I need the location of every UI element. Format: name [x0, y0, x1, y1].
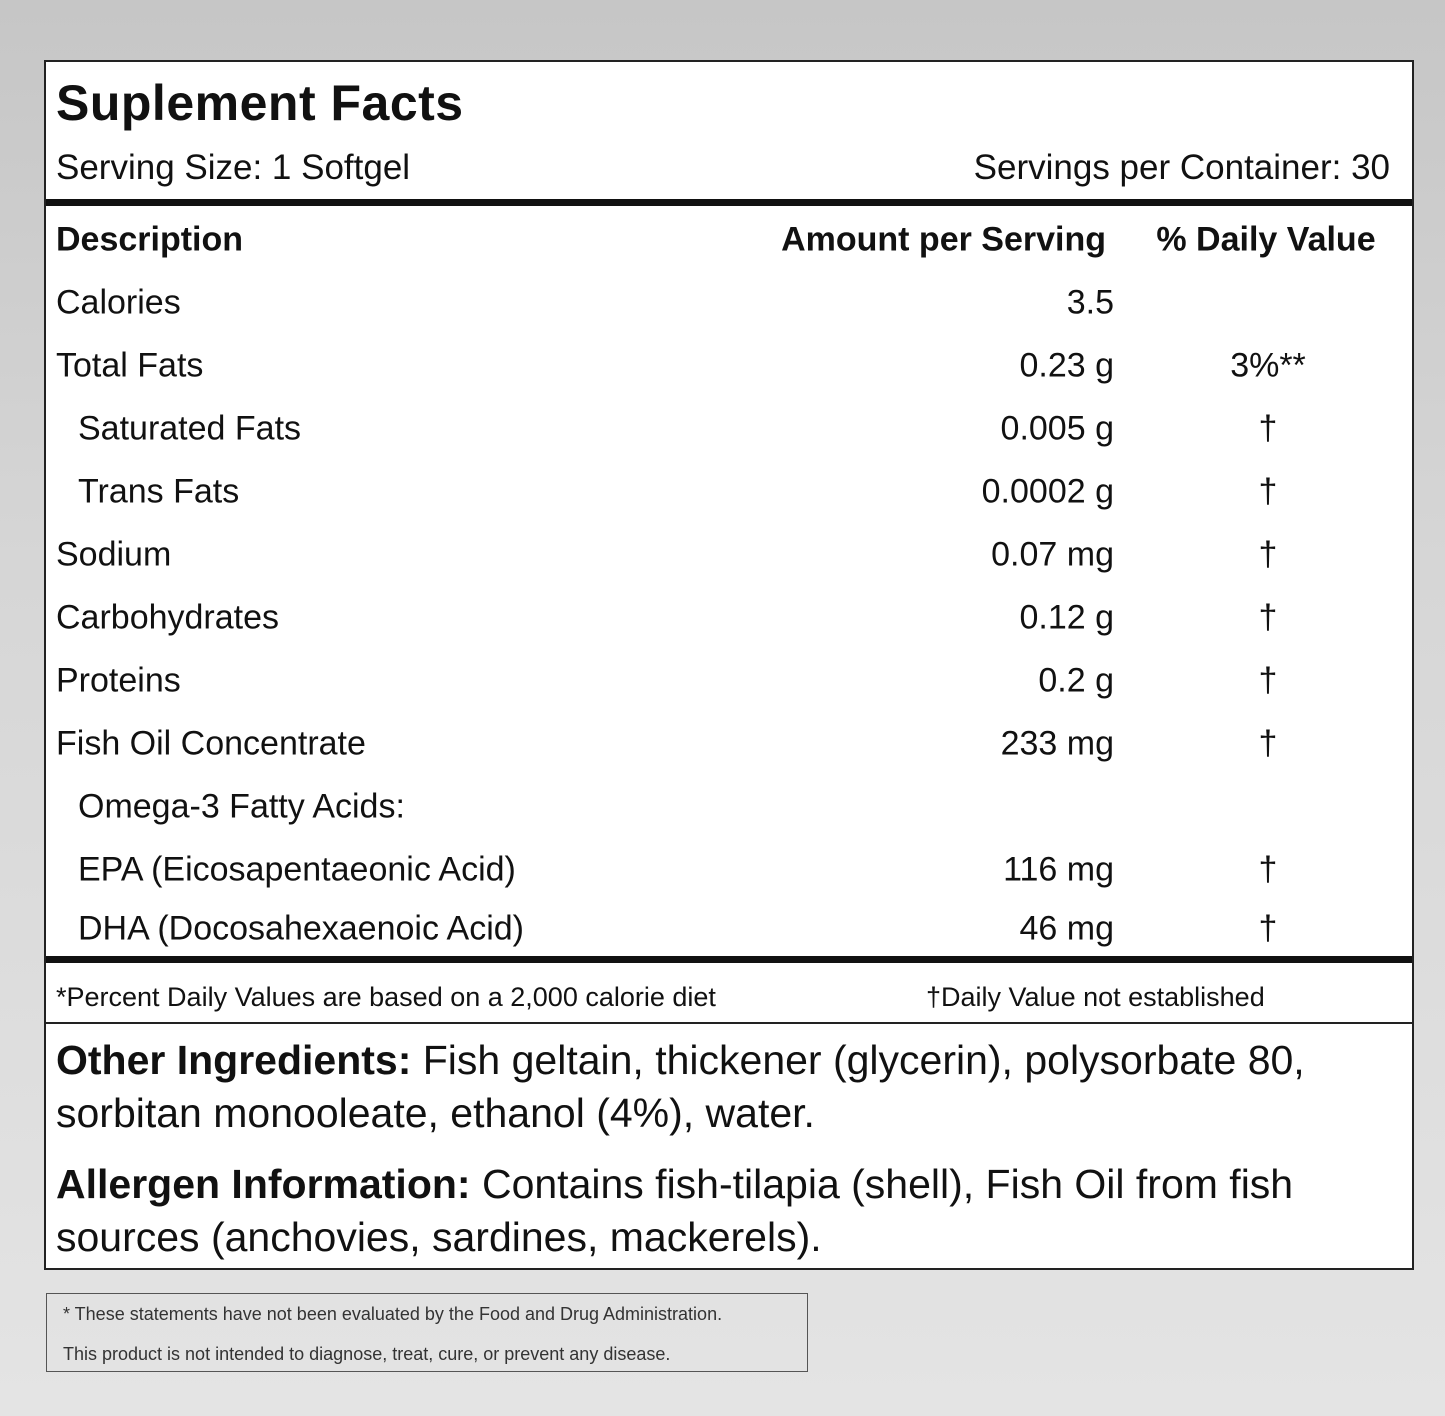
nutrient-daily-value: †: [1258, 409, 1278, 447]
nutrient-amount: 116 mg: [1003, 850, 1114, 888]
table-row: Fish Oil Concentrate 233 mg †: [46, 712, 1412, 775]
nutrient-amount: 0.0002 g: [981, 472, 1114, 510]
serving-size: Serving Size: 1 Softgel: [56, 148, 411, 187]
nutrient-name: DHA (Docosahexaenoic Acid): [78, 909, 525, 948]
nutrient-name: Calories: [56, 283, 181, 321]
table-row: Sodium 0.07 mg †: [46, 523, 1412, 586]
divider-thin: [46, 1022, 1412, 1024]
table-row: EPA (Eicosapentaeonic Acid) 116 mg †: [46, 838, 1412, 901]
fda-disclaimer: * These statements have not been evaluat…: [46, 1293, 808, 1372]
nutrient-amount: 3.5: [1066, 283, 1114, 321]
nutrient-daily-value: †: [1258, 661, 1278, 699]
label-title: Suplement Facts: [56, 75, 464, 131]
nutrient-name: Omega-3 Fatty Acids:: [78, 787, 405, 825]
column-amount: Amount per Serving: [781, 220, 1106, 258]
nutrient-daily-value: 3%**: [1230, 346, 1306, 384]
column-description: Description: [56, 220, 244, 258]
table-row: Trans Fats 0.0002 g †: [46, 460, 1412, 523]
nutrient-daily-value: †: [1258, 909, 1278, 948]
nutrient-daily-value: †: [1258, 472, 1278, 510]
nutrient-amount: 0.2 g: [1038, 661, 1114, 699]
allergen-information: Allergen Information: Contains fish-tila…: [56, 1158, 1352, 1264]
nutrient-name: Proteins: [56, 661, 181, 699]
nutrient-amount: 46 mg: [1019, 909, 1115, 948]
allergen-text: Contains fish-tilapia (shell), Fish Oil …: [56, 1161, 1294, 1260]
table-row: Omega-3 Fatty Acids:: [46, 775, 1412, 838]
table-header: Description Amount per Serving % Daily V…: [46, 208, 1412, 271]
nutrient-daily-value: †: [1258, 598, 1278, 636]
nutrient-name: Carbohydrates: [56, 598, 280, 636]
nutrient-amount: 233 mg: [1000, 724, 1114, 762]
disclaimer-line: This product is not intended to diagnose…: [63, 1344, 671, 1364]
table-row: DHA (Docosahexaenoic Acid) 46 mg †: [46, 901, 1412, 957]
servings-per-container: Servings per Container: 30: [973, 148, 1390, 187]
allergen-label: Allergen Information:: [56, 1161, 471, 1207]
table-row: Proteins 0.2 g †: [46, 649, 1412, 712]
nutrient-daily-value: †: [1258, 535, 1278, 573]
column-daily-value: % Daily Value: [1156, 220, 1376, 258]
nutrient-name: EPA (Eicosapentaeonic Acid): [78, 850, 516, 888]
nutrient-name: Total Fats: [56, 346, 204, 384]
footnote-dagger: †Daily Value not established: [926, 982, 1265, 1012]
other-ingredients: Other Ingredients: Fish geltain, thicken…: [56, 1034, 1352, 1140]
nutrient-name: Fish Oil Concentrate: [56, 724, 366, 762]
nutrient-amount: 0.07 mg: [991, 535, 1114, 573]
divider-thick: [46, 199, 1412, 206]
divider-thick: [46, 956, 1412, 963]
nutrient-amount: 0.005 g: [1000, 409, 1114, 447]
supplement-facts-label: Suplement Facts Serving Size: 1 Softgel …: [44, 60, 1414, 1270]
table-row: Saturated Fats 0.005 g †: [46, 397, 1412, 460]
nutrient-name: Saturated Fats: [78, 409, 302, 447]
table-row: Total Fats 0.23 g 3%**: [46, 334, 1412, 397]
footnote-percent: *Percent Daily Values are based on a 2,0…: [56, 982, 716, 1012]
table-row: Calories 3.5: [46, 271, 1412, 334]
nutrient-name: Trans Fats: [78, 472, 240, 510]
nutrient-amount: 0.23 g: [1019, 346, 1114, 384]
facts-table: Description Amount per Serving % Daily V…: [46, 208, 1412, 957]
disclaimer-line: * These statements have not been evaluat…: [63, 1304, 723, 1324]
nutrient-daily-value: †: [1258, 724, 1278, 762]
other-ingredients-text: Fish geltain, thickener (glycerin), poly…: [56, 1037, 1305, 1136]
nutrient-amount: 0.12 g: [1019, 598, 1114, 636]
table-row: Carbohydrates 0.12 g †: [46, 586, 1412, 649]
nutrient-name: Sodium: [56, 535, 172, 573]
nutrient-daily-value: †: [1258, 850, 1278, 888]
other-ingredients-label: Other Ingredients:: [56, 1037, 412, 1083]
